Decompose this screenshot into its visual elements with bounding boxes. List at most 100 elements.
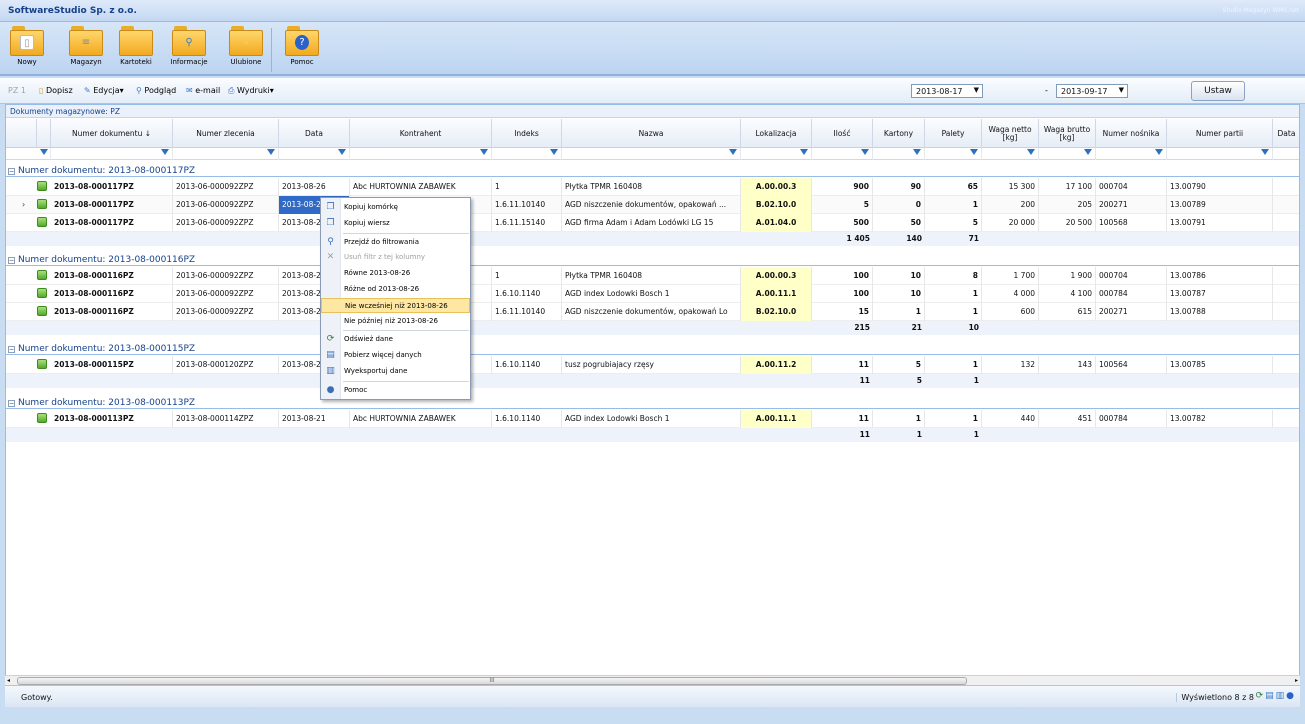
table-cell[interactable]: 65: [925, 178, 982, 196]
filter-cell[interactable]: [1167, 148, 1273, 160]
filter-cell[interactable]: [1096, 148, 1167, 160]
filter-cell[interactable]: [741, 148, 812, 160]
filter-cell[interactable]: [562, 148, 741, 160]
table-cell[interactable]: Abc HURTOWNIA ZABAWEK: [350, 410, 492, 428]
filter-icon[interactable]: [970, 149, 978, 155]
export-icon[interactable]: ▥: [1275, 691, 1287, 701]
table-cell[interactable]: AGD index Lodowki Bosch 1: [562, 285, 741, 303]
table-cell[interactable]: 13.00790: [1167, 178, 1273, 196]
table-cell[interactable]: A.00.11.2: [741, 356, 812, 374]
table-cell[interactable]: AGD niszczenie dokumentów, opakowań Lo: [562, 303, 741, 321]
table-cell[interactable]: 1: [925, 410, 982, 428]
filter-cell[interactable]: [173, 148, 279, 160]
table-cell[interactable]: 2013-08-000116PZ: [51, 285, 173, 303]
filter-icon[interactable]: [161, 149, 169, 155]
email-button[interactable]: ✉ e-mail: [186, 86, 220, 95]
table-cell[interactable]: 1.6.10.1140: [492, 285, 562, 303]
filter-cell[interactable]: [51, 148, 173, 160]
filter-cell[interactable]: [982, 148, 1039, 160]
table-cell[interactable]: 5: [812, 196, 873, 214]
table-cell[interactable]: 1: [925, 303, 982, 321]
table-cell[interactable]: 13.00788: [1167, 303, 1273, 321]
table-cell[interactable]: 13.00789: [1167, 196, 1273, 214]
table-cell[interactable]: [350, 267, 492, 285]
column-header[interactable]: Numer partii: [1167, 119, 1273, 148]
table-cell[interactable]: 1: [925, 356, 982, 374]
table-cell[interactable]: tusz pogrubiajacy rzęsy: [562, 356, 741, 374]
table-row[interactable]: 2013-08-000115PZ 2013-08-000120ZPZ 2013-08…: [6, 356, 1299, 374]
table-cell[interactable]: [350, 196, 492, 214]
table-cell[interactable]: 1: [492, 178, 562, 196]
collapse-icon[interactable]: −: [8, 168, 15, 175]
table-cell[interactable]: 2013-06-000092ZPZ: [173, 196, 279, 214]
table-cell[interactable]: 000704: [1096, 267, 1167, 285]
table-row[interactable]: › 2013-08-000117PZ 2013-06-000092ZPZ 2013-0…: [6, 196, 1299, 214]
table-cell[interactable]: 13.00782: [1167, 410, 1273, 428]
filter-icon[interactable]: [338, 149, 346, 155]
filter-icon[interactable]: [1261, 149, 1269, 155]
table-cell[interactable]: 15: [812, 303, 873, 321]
table-cell[interactable]: A.00.00.3: [741, 178, 812, 196]
filter-icon[interactable]: [861, 149, 869, 155]
table-cell[interactable]: 2013-08-000115PZ: [51, 356, 173, 374]
collapse-icon[interactable]: −: [8, 346, 15, 353]
filter-cell[interactable]: [925, 148, 982, 160]
table-cell[interactable]: 1 700: [982, 267, 1039, 285]
dopisz-button[interactable]: ▯ Dopisz: [39, 86, 73, 95]
table-cell[interactable]: Płytka TPMR 160408: [562, 178, 741, 196]
table-cell[interactable]: 13.00786: [1167, 267, 1273, 285]
menu-item-kopiuj-wiersz[interactable]: ❐ Kopiuj wiersz: [321, 216, 470, 231]
table-cell[interactable]: B.02.10.0: [741, 196, 812, 214]
group-header[interactable]: − Numer dokumentu: 2013-08-000116PZ: [6, 252, 1299, 266]
filter-icon[interactable]: [550, 149, 558, 155]
table-cell[interactable]: B.02.10.0: [741, 303, 812, 321]
menu-item-kopiuj-kom-rk[interactable]: ❐ Kopiuj komórkę: [321, 200, 470, 215]
table-cell[interactable]: 2013-06-000092ZPZ: [173, 267, 279, 285]
table-cell[interactable]: 2013-06-000092ZPZ: [173, 285, 279, 303]
table-cell[interactable]: 2013-06-000092ZPZ: [173, 303, 279, 321]
collapse-icon[interactable]: −: [8, 400, 15, 407]
table-cell[interactable]: 4 100: [1039, 285, 1096, 303]
table-cell[interactable]: A.00.11.1: [741, 410, 812, 428]
edycja-button[interactable]: ✎ Edycja▾: [84, 86, 124, 95]
column-header[interactable]: Lokalizacja: [741, 119, 812, 148]
filter-icon[interactable]: [1084, 149, 1092, 155]
column-header[interactable]: Numer zlecenia: [173, 119, 279, 148]
table-cell[interactable]: [350, 285, 492, 303]
filter-icon[interactable]: [913, 149, 921, 155]
table-cell[interactable]: 143: [1039, 356, 1096, 374]
table-cell[interactable]: 5: [873, 356, 925, 374]
column-header[interactable]: Nazwa: [562, 119, 741, 148]
column-header[interactable]: Palety: [925, 119, 982, 148]
table-cell[interactable]: [350, 214, 492, 232]
table-cell[interactable]: 100568: [1096, 214, 1167, 232]
horizontal-scrollbar[interactable]: ◂ III ▸: [5, 675, 1300, 685]
menu-item-nie-p-niej-ni-2013-08-26[interactable]: Nie później niż 2013-08-26: [321, 314, 470, 329]
table-cell[interactable]: 100564: [1096, 356, 1167, 374]
refresh-icon[interactable]: ⟳: [1255, 691, 1266, 701]
filter-icon[interactable]: [1155, 149, 1163, 155]
table-cell[interactable]: Płytka TPMR 160408: [562, 267, 741, 285]
column-header[interactable]: Kontrahent: [350, 119, 492, 148]
menu-item-wyeksportuj-dane[interactable]: ▥ Wyeksportuj dane: [321, 364, 470, 379]
filter-cell[interactable]: [812, 148, 873, 160]
table-cell[interactable]: 2013-08-26: [279, 178, 350, 196]
table-cell[interactable]: 2013-08-000117PZ: [51, 214, 173, 232]
filter-cell[interactable]: [492, 148, 562, 160]
table-row[interactable]: 2013-08-000117PZ 2013-06-000092ZPZ 2013-08…: [6, 178, 1299, 196]
table-cell[interactable]: 2013-08-21: [279, 410, 350, 428]
table-cell[interactable]: 4 000: [982, 285, 1039, 303]
filter-cell[interactable]: [350, 148, 492, 160]
table-cell[interactable]: 5: [925, 214, 982, 232]
table-cell[interactable]: 1 900: [1039, 267, 1096, 285]
table-row[interactable]: 2013-08-000116PZ 2013-06-000092ZPZ 2013-08…: [6, 303, 1299, 321]
table-cell[interactable]: 2013-08-000113PZ: [51, 410, 173, 428]
menu-item-nie-wcze-niej-ni-2013-08-26[interactable]: Nie wcześniej niż 2013-08-26: [321, 297, 470, 313]
column-header[interactable]: Indeks: [492, 119, 562, 148]
filter-icon[interactable]: [800, 149, 808, 155]
table-cell[interactable]: 2013-08-000116PZ: [51, 267, 173, 285]
menu-item-pobierz-wi-cej-danych[interactable]: ▤ Pobierz więcej danych: [321, 348, 470, 363]
table-cell[interactable]: 0: [873, 196, 925, 214]
ribbon-kartoteki-button[interactable]: Kartoteki: [113, 26, 159, 74]
table-cell[interactable]: 20 500: [1039, 214, 1096, 232]
